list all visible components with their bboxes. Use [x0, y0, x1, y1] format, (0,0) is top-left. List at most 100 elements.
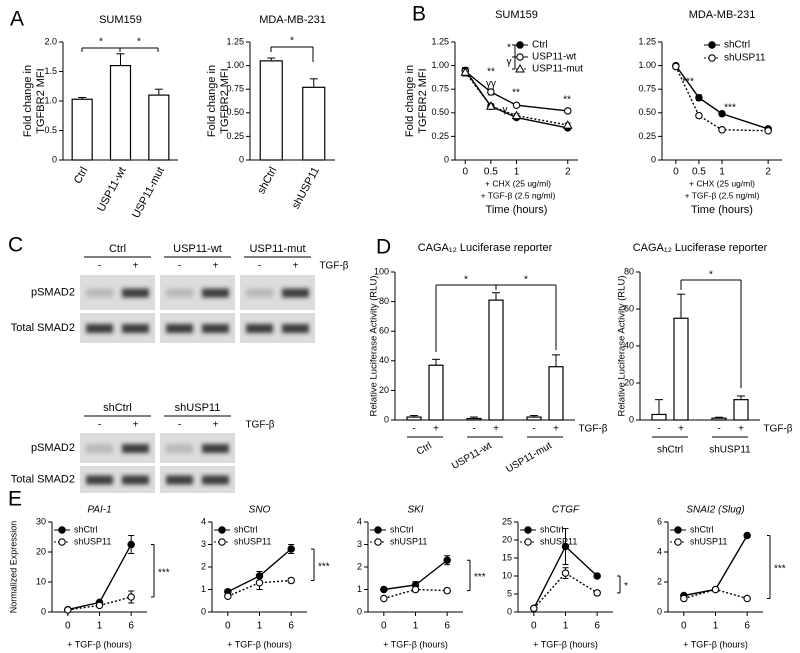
blot-band [86, 475, 113, 485]
y-axis-label: Fold change in [22, 65, 34, 137]
x-axis-label: + TGF-β (hours) [383, 639, 448, 649]
y-tick-label: 0 [41, 606, 46, 616]
marker [530, 604, 538, 613]
x-tick-label: 0 [531, 621, 537, 632]
legend-label: shCtrl [74, 524, 98, 534]
y-tick-label: 0.25 [431, 131, 449, 141]
x-tick-label: - [657, 424, 660, 435]
marker [374, 538, 382, 546]
marker [743, 594, 751, 603]
note: + CHX (25 ug/ml) [689, 178, 755, 188]
marker [443, 586, 451, 595]
bar [148, 94, 170, 161]
x-tick-label: - [532, 424, 535, 435]
blot-band [246, 324, 273, 333]
x-tick-label: 6 [288, 621, 294, 632]
y-axis-label: Fold change in [404, 65, 416, 137]
x-tick-label: 6 [744, 621, 750, 632]
annotation: *** [724, 103, 736, 114]
y-tick-label: 25 [502, 516, 512, 526]
marker [711, 585, 720, 594]
y-tick-label: 40 [379, 355, 389, 365]
legend-label: shUSP11 [234, 536, 271, 546]
treatment-label: TGF-β [319, 261, 348, 272]
y-tick-label: 0.50 [431, 107, 449, 117]
x-tick-label: 1 [97, 621, 103, 632]
x-tick-label: + [553, 424, 559, 435]
marker [486, 101, 496, 110]
legend-label: shUSP11 [690, 536, 727, 546]
bar [711, 417, 727, 421]
marker [287, 576, 295, 585]
bar [488, 299, 504, 421]
y-tick-label: 0 [384, 414, 389, 424]
x-tick-label: 0 [65, 621, 71, 632]
blot-band [166, 475, 193, 485]
y-tick-label: 1.00 [431, 60, 449, 70]
bar [548, 366, 564, 421]
x-tick-label: 6 [444, 621, 450, 632]
group-label: shCtrl [657, 445, 683, 456]
marker [674, 538, 682, 546]
x-tick-label: 0 [381, 621, 387, 632]
legend-label: shCtrl [540, 524, 564, 534]
blot-band [122, 475, 149, 485]
y-axis-label: TGFBR2 MFI [35, 68, 47, 133]
blot-group-label: shUSP11 [175, 402, 221, 414]
bar [673, 317, 689, 421]
note: + TGF-β (2.5 ng/ml) [481, 190, 556, 200]
annotation: γ [507, 57, 512, 68]
bar [406, 416, 422, 421]
annotation: γγ [486, 79, 496, 90]
y-tick-label: 0.25 [638, 131, 656, 141]
series-line [675, 65, 769, 130]
lane-label: - [178, 420, 181, 431]
y-tick-label: 80 [379, 296, 389, 306]
marker [487, 88, 495, 96]
bar [733, 399, 749, 421]
marker [255, 578, 264, 587]
annotation: * [99, 37, 103, 48]
panel-label: B [412, 3, 426, 26]
blot-band [86, 324, 113, 333]
blot-band [202, 444, 229, 453]
chart-title: SNAI2 (Slug) [686, 505, 744, 516]
y-tick-label: 3 [357, 539, 362, 549]
chart-title: CAGA₁₂ Luciferase reporter [418, 242, 553, 254]
chart-title: CTGF [552, 505, 580, 516]
legend-label: shUSP11 [540, 536, 577, 546]
legend-label: shUSP11 [724, 53, 766, 64]
y-tick-label: 4 [201, 516, 206, 526]
annotation: *** [682, 77, 694, 88]
marker [561, 569, 570, 577]
annotation: * [524, 275, 528, 286]
panel-label: A [10, 8, 24, 31]
annotation: ** [487, 67, 495, 78]
y-tick-label: 0.75 [638, 84, 656, 94]
y-tick-label: 1.25 [226, 36, 244, 46]
blot-group-label: shCtrl [103, 402, 132, 414]
marker [127, 593, 135, 601]
y-tick-label: 100 [374, 266, 389, 276]
y-tick-label: 0 [507, 606, 512, 616]
panel-label: D [376, 236, 391, 259]
lane-label: - [98, 420, 101, 431]
marker [563, 107, 572, 115]
y-tick-label: 0.50 [638, 107, 656, 117]
marker [593, 589, 601, 597]
marker [380, 585, 388, 594]
marker [695, 111, 703, 120]
legend-label: USP11-mut [532, 64, 583, 75]
blot-band [202, 324, 229, 333]
x-tick-label: 1 [413, 621, 419, 632]
y-tick-label: 20 [379, 385, 389, 395]
row-label: pSMAD2 [31, 286, 75, 298]
annotation: * [709, 270, 713, 281]
marker [64, 606, 72, 614]
bar [71, 98, 93, 161]
legend-label: shCtrl [390, 524, 414, 534]
blot-band [166, 444, 193, 453]
y-tick-label: 20 [624, 377, 634, 387]
annotation: * [137, 37, 141, 48]
y-tick-label: 4 [357, 516, 362, 526]
